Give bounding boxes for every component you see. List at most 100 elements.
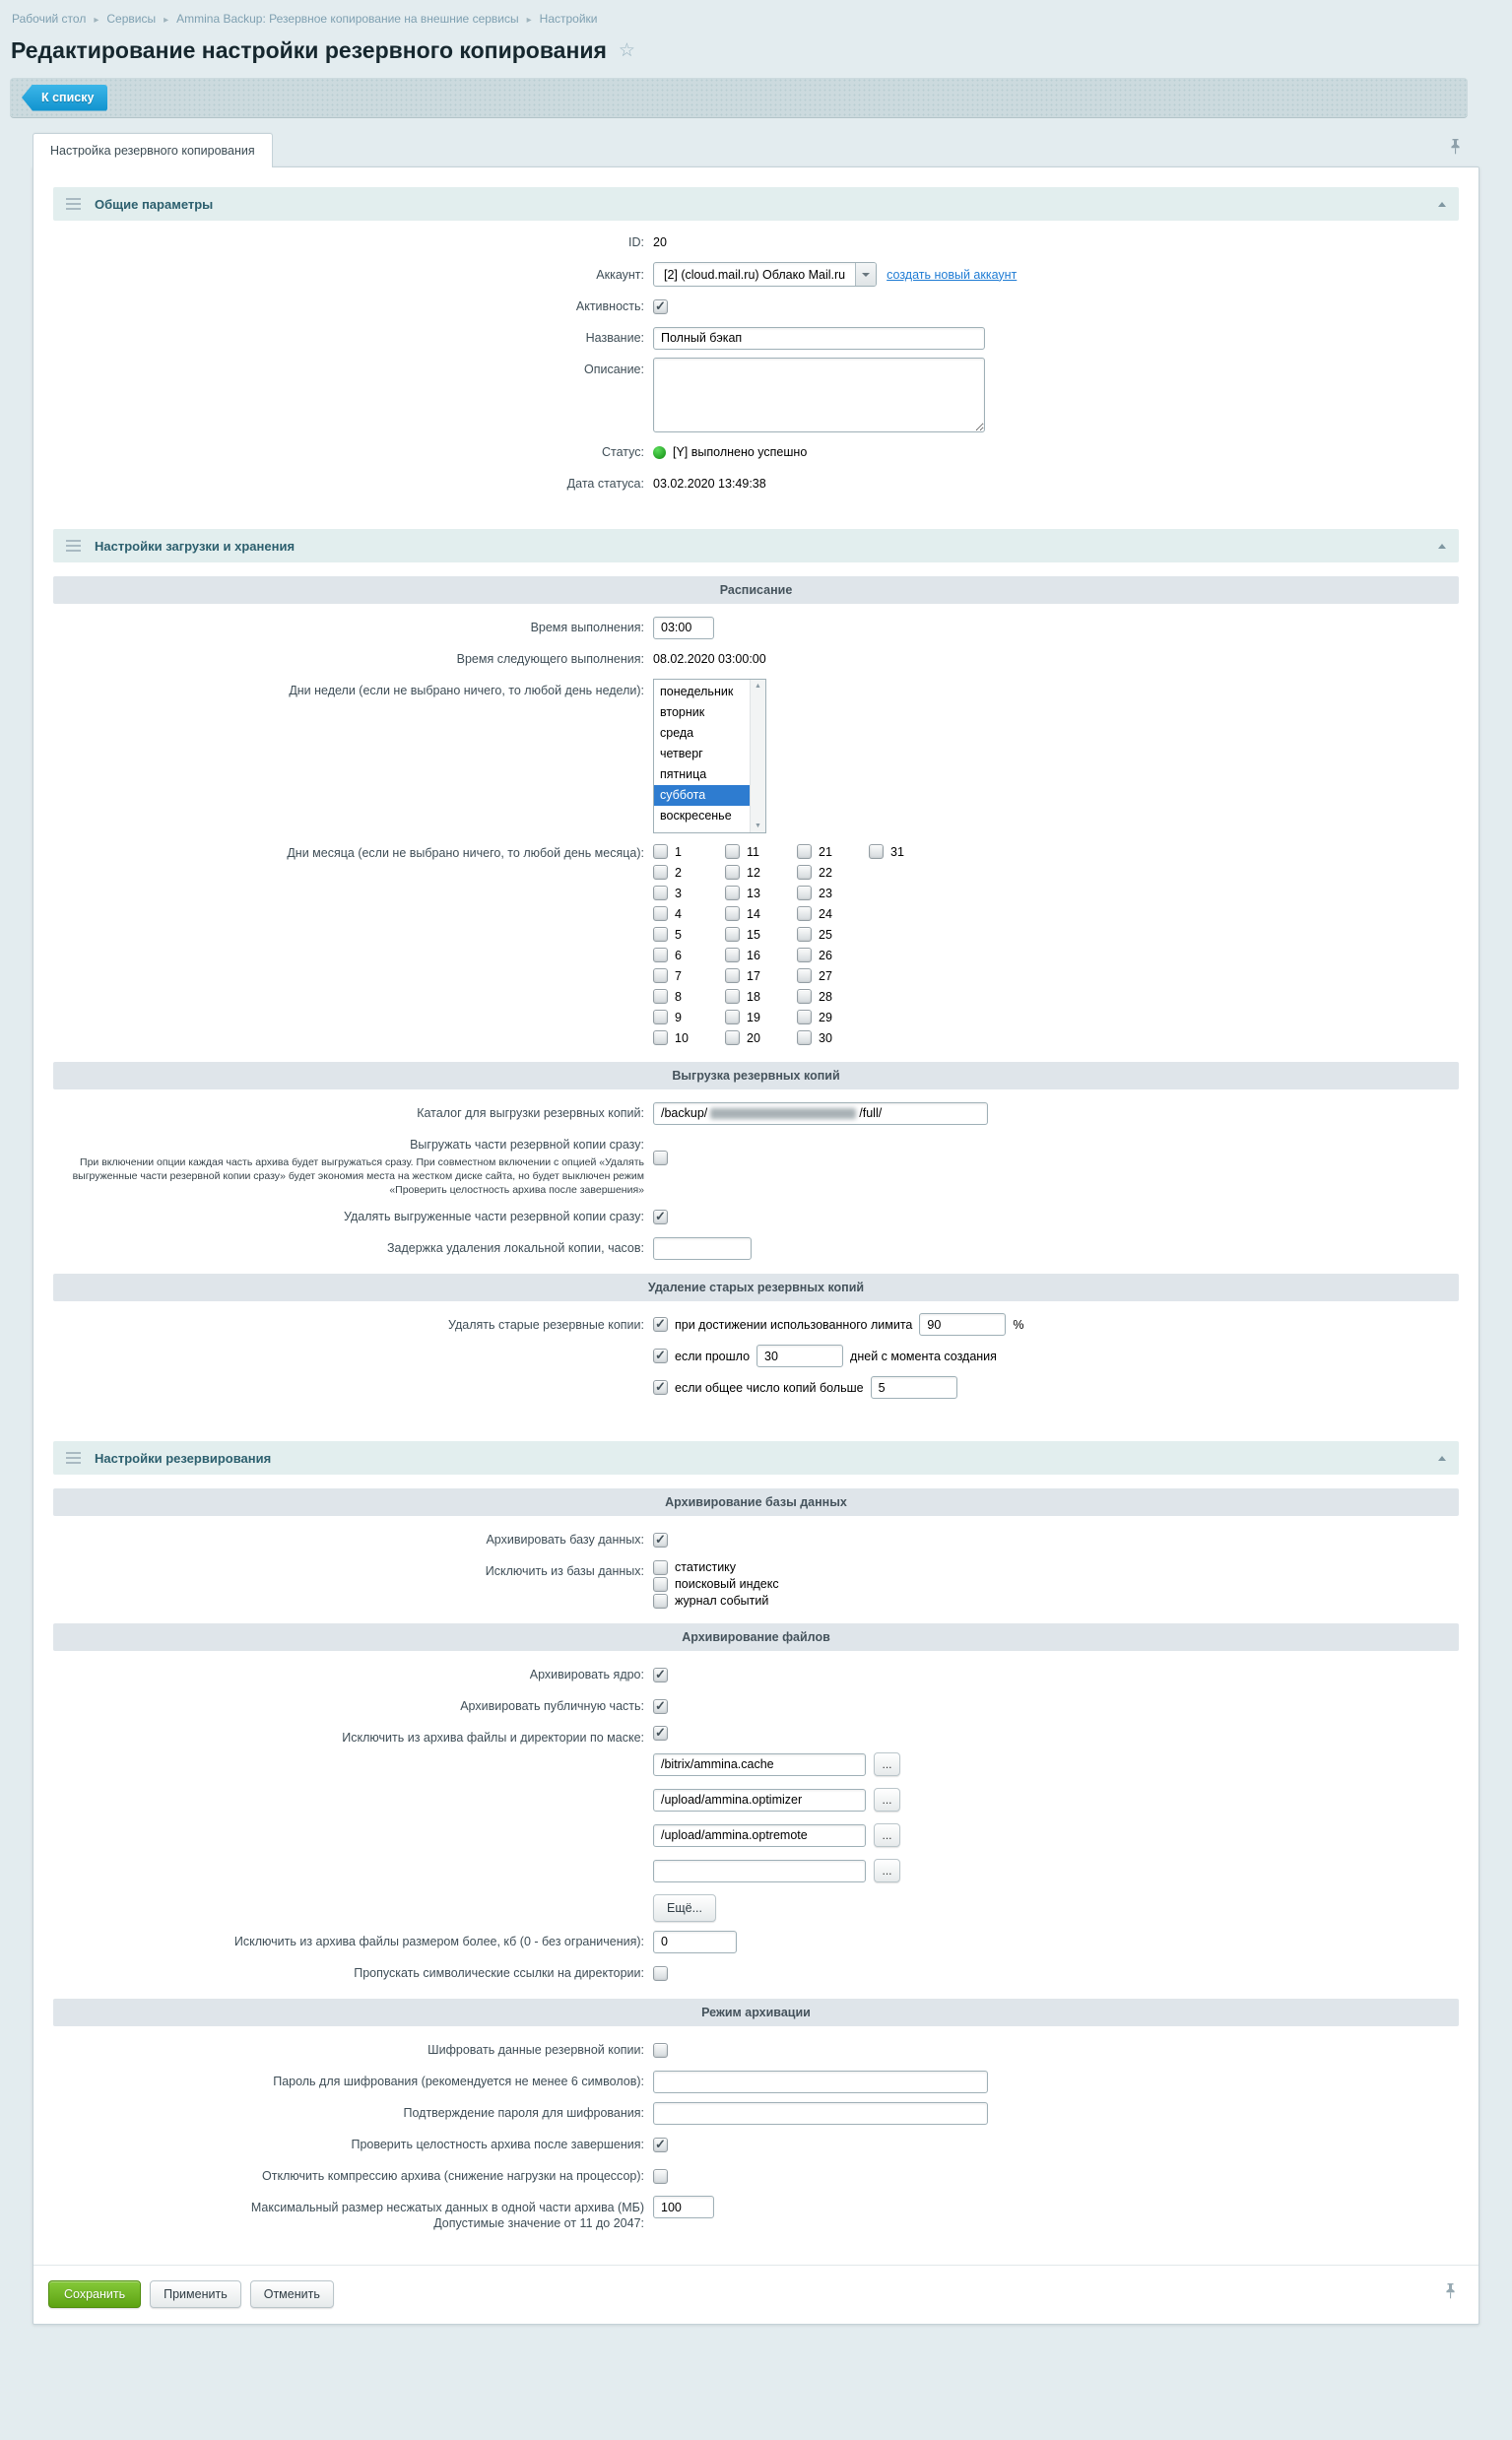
monthday-checkbox[interactable] <box>797 968 812 983</box>
exec-time-input[interactable] <box>653 616 714 639</box>
db-exclude-checkbox[interactable] <box>653 1559 668 1575</box>
apply-button[interactable]: Применить <box>150 2280 241 2308</box>
monthday-checkbox[interactable] <box>653 865 668 880</box>
monthday-checkbox[interactable] <box>725 865 740 880</box>
archive-public-checkbox[interactable] <box>653 1698 668 1714</box>
hamburger-icon[interactable] <box>66 198 81 210</box>
cleanup-age-input[interactable] <box>756 1345 844 1367</box>
collapse-arrow-icon[interactable] <box>1438 543 1446 549</box>
browse-button[interactable]: ... <box>874 1788 900 1812</box>
scroll-down-icon[interactable]: ▼ <box>755 823 761 829</box>
description-textarea[interactable] <box>653 358 985 432</box>
monthday-checkbox[interactable] <box>725 844 740 859</box>
delete-parts-checkbox[interactable] <box>653 1209 668 1224</box>
breadcrumb-item[interactable]: Сервисы <box>106 12 157 26</box>
mask-input[interactable] <box>653 1752 866 1776</box>
check-integrity-checkbox[interactable] <box>653 2137 668 2152</box>
password-input[interactable] <box>653 2070 988 2093</box>
monthday-checkbox[interactable] <box>653 1030 668 1045</box>
db-exclude-checkbox[interactable] <box>653 1576 668 1592</box>
max-size-input[interactable] <box>653 1930 737 1953</box>
archive-db-checkbox[interactable] <box>653 1532 668 1548</box>
monthday-checkbox[interactable] <box>869 844 884 859</box>
encrypt-checkbox[interactable] <box>653 2042 668 2058</box>
pin-icon[interactable] <box>1444 2282 1457 2302</box>
weekday-option[interactable]: воскресенье <box>660 809 732 823</box>
monthday-checkbox[interactable] <box>653 906 668 921</box>
skip-symlinks-checkbox[interactable] <box>653 1965 668 1981</box>
favorite-star-icon[interactable]: ☆ <box>618 40 635 61</box>
name-input[interactable] <box>653 326 985 350</box>
active-checkbox[interactable] <box>653 298 668 314</box>
mask-input[interactable] <box>653 1823 866 1847</box>
breadcrumb-item[interactable]: Ammina Backup: Резервное копирование на … <box>176 12 519 26</box>
monthday-checkbox[interactable] <box>725 927 740 942</box>
monthday-checkbox[interactable] <box>653 927 668 942</box>
section-backup-header[interactable]: Настройки резервирования <box>53 1441 1459 1475</box>
monthday-checkbox[interactable] <box>725 989 740 1004</box>
hamburger-icon[interactable] <box>66 540 81 552</box>
delete-delay-input[interactable] <box>653 1236 752 1260</box>
archive-core-checkbox[interactable] <box>653 1667 668 1682</box>
monthday-checkbox[interactable] <box>653 844 668 859</box>
disable-compression-checkbox[interactable] <box>653 2168 668 2184</box>
monthday-checkbox[interactable] <box>653 989 668 1004</box>
pin-icon[interactable] <box>1449 138 1462 158</box>
monthday-checkbox[interactable] <box>725 1010 740 1024</box>
monthday-checkbox[interactable] <box>797 844 812 859</box>
monthday-checkbox[interactable] <box>797 1010 812 1024</box>
back-to-list-button[interactable]: К списку <box>22 84 108 111</box>
cleanup-age-checkbox[interactable] <box>653 1348 668 1363</box>
monthday-checkbox[interactable] <box>653 968 668 983</box>
weekday-option[interactable]: четверг <box>660 747 703 760</box>
monthday-checkbox[interactable] <box>797 886 812 900</box>
db-exclude-checkbox[interactable] <box>653 1593 668 1609</box>
create-account-link[interactable]: создать новый аккаунт <box>887 267 1018 282</box>
monthday-checkbox[interactable] <box>725 948 740 962</box>
section-general-header[interactable]: Общие параметры <box>53 187 1459 221</box>
catalog-input[interactable]: /backup/ /full/ <box>653 1101 988 1125</box>
cleanup-count-input[interactable] <box>870 1376 957 1399</box>
weekday-option[interactable]: суббота <box>654 785 750 806</box>
save-button[interactable]: Сохранить <box>48 2280 142 2308</box>
cleanup-count-checkbox[interactable] <box>653 1379 668 1395</box>
weekday-option[interactable]: пятница <box>660 767 707 781</box>
exclude-mask-checkbox[interactable] <box>653 1725 668 1741</box>
monthday-checkbox[interactable] <box>797 989 812 1004</box>
hamburger-icon[interactable] <box>66 1452 81 1464</box>
monthday-checkbox[interactable] <box>797 1030 812 1045</box>
monthday-checkbox[interactable] <box>653 948 668 962</box>
browse-button[interactable]: ... <box>874 1752 900 1776</box>
password-confirm-input[interactable] <box>653 2101 988 2125</box>
scroll-up-icon[interactable]: ▲ <box>755 683 761 690</box>
monthday-checkbox[interactable] <box>797 906 812 921</box>
more-masks-button[interactable]: Ещё... <box>653 1894 716 1922</box>
max-part-input[interactable] <box>653 2196 714 2218</box>
mask-input[interactable] <box>653 1859 866 1882</box>
browse-button[interactable]: ... <box>874 1823 900 1847</box>
monthday-checkbox[interactable] <box>725 906 740 921</box>
tab-backup-settings[interactable]: Настройка резервного копирования <box>33 133 273 167</box>
upload-parts-checkbox[interactable] <box>653 1151 668 1165</box>
monthday-checkbox[interactable] <box>797 865 812 880</box>
monthday-checkbox[interactable] <box>725 968 740 983</box>
cleanup-limit-checkbox[interactable] <box>653 1316 668 1332</box>
weekday-option[interactable]: вторник <box>660 705 705 719</box>
weekday-option[interactable]: среда <box>660 726 694 740</box>
monthday-checkbox[interactable] <box>797 927 812 942</box>
listbox-scrollbar[interactable]: ▲ ▼ <box>750 680 765 832</box>
monthday-checkbox[interactable] <box>725 1030 740 1045</box>
monthday-checkbox[interactable] <box>797 948 812 962</box>
monthday-checkbox[interactable] <box>725 886 740 900</box>
monthday-checkbox[interactable] <box>653 1010 668 1024</box>
section-storage-header[interactable]: Настройки загрузки и хранения <box>53 529 1459 562</box>
account-select[interactable]: [2] (cloud.mail.ru) Облако Mail.ru <box>653 262 878 287</box>
collapse-arrow-icon[interactable] <box>1438 1455 1446 1461</box>
weekdays-listbox[interactable]: понедельник вторник среда четверг пятница суб… <box>653 679 766 833</box>
weekday-option[interactable]: понедельник <box>660 685 734 698</box>
cleanup-limit-input[interactable] <box>919 1313 1007 1336</box>
breadcrumb-item[interactable]: Рабочий стол <box>12 12 87 26</box>
collapse-arrow-icon[interactable] <box>1438 201 1446 207</box>
browse-button[interactable]: ... <box>874 1859 900 1882</box>
cancel-button[interactable]: Отменить <box>249 2280 334 2308</box>
